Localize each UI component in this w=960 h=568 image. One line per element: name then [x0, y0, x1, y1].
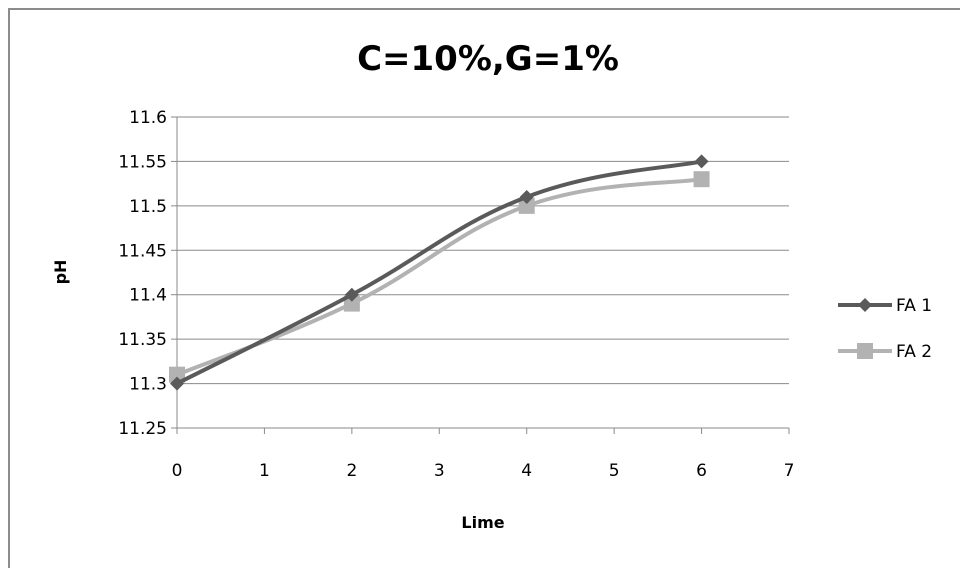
legend-item: FA 1	[838, 296, 932, 316]
x-tick-label: 6	[696, 461, 707, 481]
chart-title: C=10%,G=1%	[357, 39, 619, 79]
x-tick-label: 4	[521, 461, 532, 481]
y-tick-label: 11.5	[129, 197, 167, 217]
series-fa-1	[170, 154, 709, 391]
data-point	[169, 366, 185, 383]
data-point	[170, 376, 184, 391]
series-line	[175, 159, 704, 386]
y-axis-label: pH	[51, 260, 70, 285]
legend-item: FA 2	[838, 342, 932, 362]
x-tick-label: 1	[259, 461, 270, 481]
legend-label: FA 1	[896, 296, 932, 316]
x-tick-label: 5	[609, 461, 620, 481]
x-tick-labels: 0 1 2 3 4 5 6 7	[172, 461, 795, 481]
y-tick-label: 11.35	[118, 330, 167, 350]
series-fa-2	[169, 171, 710, 383]
x-tick-label: 7	[784, 461, 795, 481]
y-tick-label: 11.45	[118, 241, 167, 261]
legend-label: FA 2	[896, 342, 932, 362]
legend-marker	[857, 343, 873, 359]
data-point	[519, 189, 534, 204]
chart-frame	[8, 8, 960, 568]
data-point	[518, 197, 535, 214]
legend: FA 1 FA 2	[838, 296, 932, 362]
y-tick-label: 11.3	[129, 375, 167, 395]
series-group	[169, 154, 710, 391]
x-tick-label: 0	[172, 461, 183, 481]
x-tick-label: 3	[434, 461, 445, 481]
y-tick-label: 11.25	[118, 419, 167, 439]
y-tick-label: 11.4	[129, 286, 167, 306]
y-tick-label: 11.55	[118, 152, 167, 172]
x-axis-label: Lime	[461, 513, 504, 532]
x-tick-label: 2	[346, 461, 357, 481]
y-tick-labels: 11.6 11.55 11.5 11.45 11.4 11.35 11.3 11.25	[118, 108, 167, 439]
data-point	[343, 295, 360, 312]
gridlines	[177, 116, 789, 429]
y-tick-label: 11.6	[129, 108, 167, 128]
data-point	[344, 287, 359, 302]
legend-marker	[858, 298, 872, 312]
data-point	[693, 171, 710, 188]
axes	[171, 116, 790, 434]
data-point	[694, 154, 709, 169]
